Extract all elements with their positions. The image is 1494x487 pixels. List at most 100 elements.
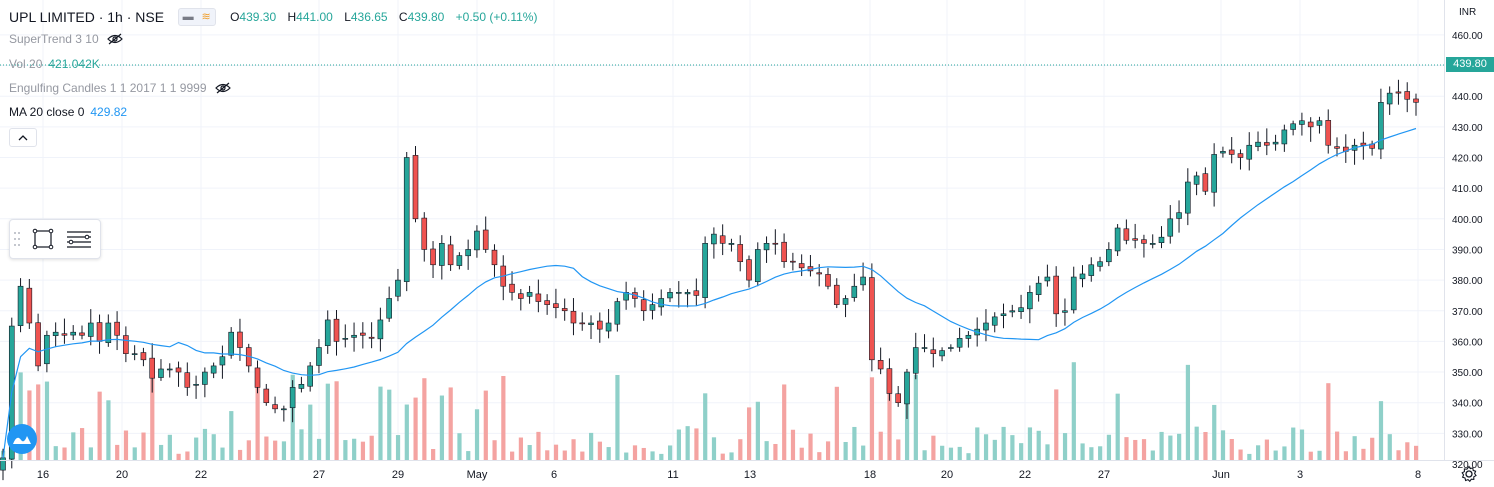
grip-icon[interactable] [12,228,22,250]
volume-bar [1203,431,1208,460]
volume-bar [378,386,383,460]
rectangle-tool-button[interactable] [28,224,58,254]
lines-tool-button[interactable] [64,224,94,254]
volume-bar [597,441,602,460]
volume-bar [71,432,76,460]
eye-off-icon[interactable] [214,82,231,94]
volume-bar [79,428,85,460]
candle-body [114,321,120,336]
candle-body [149,357,155,379]
candle-body [1088,264,1095,276]
volume-bar [1019,443,1024,460]
volume-bar [510,451,515,460]
time-tick-label: 3 [1297,469,1303,481]
candle-body [254,367,261,388]
volume-bar [668,445,673,460]
volume-bar [1282,446,1287,460]
volume-bar [1080,443,1085,460]
candle-body [1123,228,1130,241]
volume-bar [1264,439,1270,460]
candle-body [1334,146,1340,149]
candle-body [1281,129,1288,145]
candle-body [1360,142,1367,146]
candle-body [1114,227,1121,252]
indicator-engulfing[interactable]: Engulfing Candles 1 1 2017 1 1 9999 [9,81,231,95]
rectangle-tool-icon [32,228,54,250]
candle-body [1237,153,1244,158]
volume-bar [1177,433,1182,460]
volume-bar [211,434,216,460]
candle-body [35,322,41,367]
candle-body [1316,120,1323,126]
volume-bar [817,452,822,460]
candle-body [991,316,998,326]
candle-body [123,335,129,354]
volume-bar [869,377,875,460]
volume-bar [861,445,866,460]
volume-bar [1299,429,1305,460]
volume-bar [1133,439,1138,460]
candle-body [1211,154,1217,193]
candle-body [465,249,471,257]
candle-body [1290,123,1296,130]
tradingview-logo-icon[interactable] [7,424,37,454]
horizontal-lines-icon [67,231,91,248]
candle-body [1325,120,1332,146]
price-tick-label: 460.00 [1452,31,1483,42]
volume-bar [624,452,629,460]
volume-bar [194,437,199,460]
symbol-title[interactable]: UPL LIMITED · 1h · NSE [9,9,165,25]
volume-bar [1045,444,1050,460]
candle-body [412,155,419,220]
price-axis: 460.00450.00440.00430.00420.00410.00400.… [1452,31,1483,471]
volume-bar [466,451,471,460]
volume-bar [299,429,304,460]
candle-body [912,347,919,374]
minus-icon[interactable]: ▬ [182,11,194,23]
candle-body [360,332,366,336]
ma-value: 429.82 [90,105,128,119]
candle-body [430,248,436,266]
candle-body [158,368,164,378]
time-tick-label: 16 [37,469,49,481]
chart-type-toggles[interactable]: ▬ ≋ [178,8,217,26]
candle-body [1053,275,1059,315]
volume-bar [615,374,620,460]
volume-bar [1115,393,1120,460]
candle-body [825,274,831,287]
volume-bar [439,395,445,460]
collapse-legend-button[interactable] [9,128,37,147]
candle-body [202,371,208,385]
candle-body [1132,238,1138,241]
price-tick-label: 420.00 [1452,154,1483,165]
volume-bar [545,450,550,460]
eye-off-icon[interactable] [106,33,123,45]
volume-bar [606,447,611,460]
price-tick-label: 370.00 [1452,307,1483,318]
candle-body [614,301,621,325]
time-tick-label: 6 [551,469,557,481]
volume-bar [1071,362,1076,460]
volume-bar [1405,442,1410,460]
candle-body [386,298,392,319]
logo-wave-icon [13,436,31,444]
volume-bar [1098,446,1103,460]
candle-body [70,331,77,336]
wave-icon[interactable]: ≋ [201,11,211,23]
volume-bar [518,437,524,460]
indicator-volume[interactable]: Vol 20 421.042K [9,57,100,71]
volume-bar [273,440,278,460]
candle-body [1255,141,1261,147]
volume-bar [316,438,322,460]
price-tick-label: 320.00 [1452,460,1483,471]
volume-bar [1378,401,1384,460]
volume-bar [703,393,708,460]
indicator-ma[interactable]: MA 20 close 0 429.82 [9,105,128,119]
candle-body [263,388,270,403]
candle-body [869,277,875,361]
volume-bar [536,431,541,460]
candle-body [1027,292,1033,310]
indicator-supertrend[interactable]: SuperTrend 3 10 [9,32,123,46]
gear-icon[interactable] [1460,465,1478,483]
